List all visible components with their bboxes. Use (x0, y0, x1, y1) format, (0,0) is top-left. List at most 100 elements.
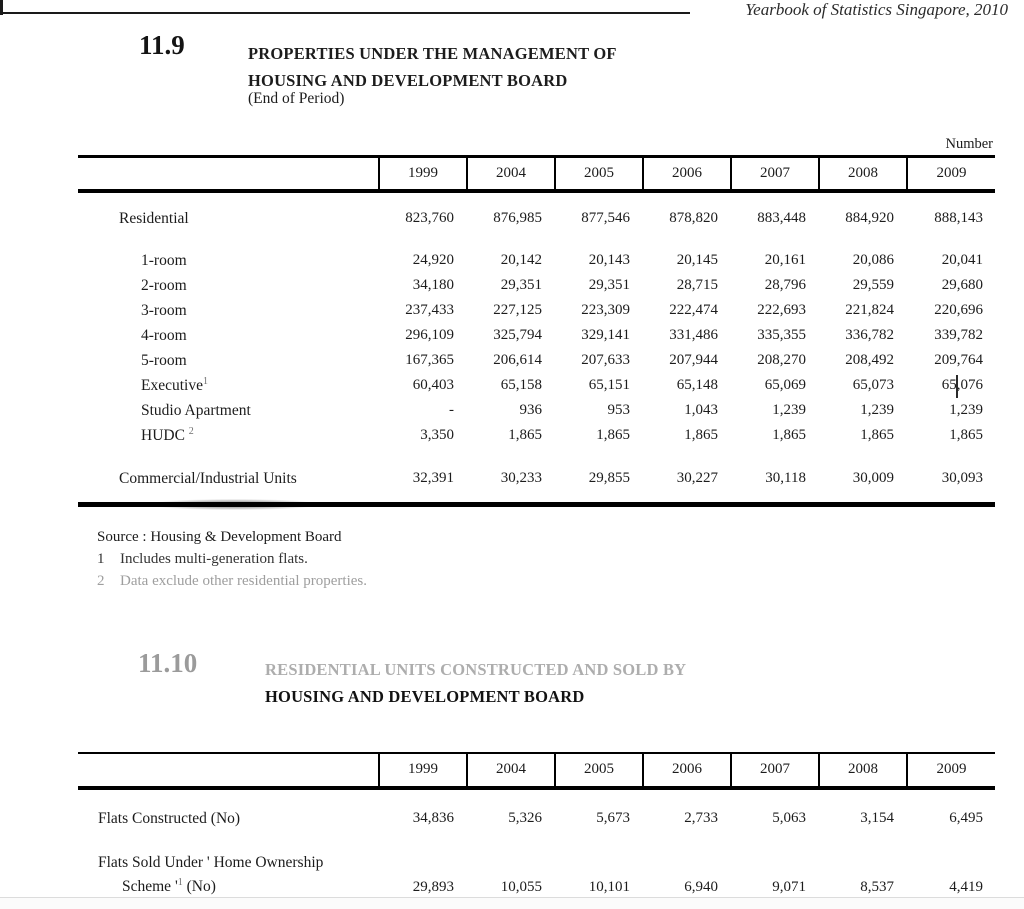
value-cell: 8,537 (860, 879, 894, 895)
value-cell: 60,403 (412, 377, 454, 393)
table-row: Flats Constructed (No) 34,836 5,326 5,673 2,… (78, 806, 995, 831)
value-cell: 34,180 (412, 277, 454, 293)
value-cell: 207,633 (581, 352, 630, 368)
table-body: Flats Constructed (No) 34,836 5,326 5,673 2,… (78, 806, 995, 899)
value-cell: 2,733 (684, 810, 718, 826)
value-cell: 1,865 (772, 427, 806, 443)
value-cell: 823,760 (405, 210, 454, 226)
value-cell: 30,093 (941, 470, 983, 486)
value-cell: 20,143 (588, 252, 630, 268)
section-11-9-number: 11.9 (139, 30, 185, 60)
value-cell: 10,101 (588, 879, 630, 895)
row-label: Commercial/Industrial Units (119, 470, 297, 487)
footnote-2-marker: 2 (97, 573, 105, 589)
text-caret (956, 375, 958, 398)
value-cell: 30,227 (676, 470, 718, 486)
value-cell: 65,151 (588, 377, 630, 393)
row-label: 5-room (141, 352, 187, 369)
header-rule (0, 12, 690, 14)
value-cell: 65,148 (676, 377, 718, 393)
value-cell: 29,351 (588, 277, 630, 293)
section-11-9-title-line2: HOUSING AND DEVELOPMENT BOARD (248, 71, 568, 90)
value-cell: 5,063 (772, 810, 806, 826)
year-header-cell: 2009 (906, 158, 995, 189)
value-cell: 4,419 (949, 879, 983, 895)
value-cell: 6,940 (684, 879, 718, 895)
table-row: Residential 823,760 876,985 877,546 878,820 8… (78, 206, 995, 231)
footnote-1-marker: 1 (97, 551, 105, 567)
value-cell: 207,944 (669, 352, 718, 368)
value-cell: 30,009 (852, 470, 894, 486)
value-cell: 227,125 (493, 302, 542, 318)
source-note: Source : Housing & Development Board (97, 529, 342, 545)
value-cell: 3,350 (420, 427, 454, 443)
value-cell: 221,824 (845, 302, 894, 318)
value-cell: - (449, 402, 454, 418)
value-cell: 888,143 (934, 210, 983, 226)
value-cell: 29,680 (941, 277, 983, 293)
value-cell: 1,239 (860, 402, 894, 418)
value-cell: 222,474 (669, 302, 718, 318)
footnote-marker: 1 (202, 375, 208, 387)
year-header-cell: 2007 (730, 754, 818, 786)
table-row: 2-room 34,180 29,351 29,351 28,715 28,796 29,5… (78, 273, 995, 298)
value-cell: 331,486 (669, 327, 718, 343)
row-label: 3-room (141, 302, 187, 319)
value-cell: 20,086 (852, 252, 894, 268)
value-cell: 65,158 (500, 377, 542, 393)
value-cell: 5,673 (596, 810, 630, 826)
table-header-row: 1999 2004 2005 2006 2007 2008 2009 (78, 752, 995, 790)
year-header-cell: 2004 (466, 158, 554, 189)
value-cell: 883,448 (757, 210, 806, 226)
row-label: 2-room (141, 277, 187, 294)
value-cell: 29,893 (412, 879, 454, 895)
properties-table: Number 1999 2004 2005 2006 2007 2008 2009 Resi… (78, 136, 995, 507)
value-cell: 237,433 (405, 302, 454, 318)
value-cell: 220,696 (934, 302, 983, 318)
table-header-row: 1999 2004 2005 2006 2007 2008 2009 (78, 155, 995, 193)
section-11-9-title-line1: PROPERTIES UNDER THE MANAGEMENT OF (248, 44, 617, 63)
value-cell: 223,309 (581, 302, 630, 318)
section-11-10-number: 11.10 (138, 648, 198, 678)
section-11-10-title-line1: RESIDENTIAL UNITS CONSTRUCTED AND SOLD B… (265, 660, 687, 679)
value-cell: 336,782 (845, 327, 894, 343)
value-cell: 29,559 (852, 277, 894, 293)
year-header-cell: 2007 (730, 158, 818, 189)
value-cell: 1,865 (596, 427, 630, 443)
value-cell: 20,161 (764, 252, 806, 268)
row-label: Flats Constructed (No) (98, 810, 241, 827)
value-cell: 65,073 (852, 377, 894, 393)
value-cell: 32,391 (412, 470, 454, 486)
year-header-cell: 2006 (642, 158, 730, 189)
value-cell: 29,855 (588, 470, 630, 486)
value-cell: 167,365 (405, 352, 454, 368)
row-label: Residential (119, 210, 189, 227)
value-cell: 878,820 (669, 210, 718, 226)
value-cell: 339,782 (934, 327, 983, 343)
value-cell: 1,865 (684, 427, 718, 443)
value-cell: 30,118 (765, 470, 806, 486)
row-label: Studio Apartment (141, 402, 251, 419)
section-11-10-title-line2: HOUSING AND DEVELOPMENT BOARD (265, 687, 585, 706)
table-row: Studio Apartment - 936 953 1,043 1,239 1,239 1,… (78, 398, 995, 423)
year-header-cell: 2005 (554, 158, 642, 189)
value-cell: 30,233 (500, 470, 542, 486)
value-cell: 329,141 (581, 327, 630, 343)
value-cell: 936 (519, 402, 543, 418)
value-cell: 34,836 (412, 810, 454, 826)
value-cell: 28,715 (676, 277, 718, 293)
value-cell: 877,546 (581, 210, 630, 226)
table-row: Commercial/Industrial Units 32,391 30,233 2… (78, 466, 995, 491)
value-cell: 335,355 (757, 327, 806, 343)
footnote-1-text: Includes multi-generation flats. (120, 551, 308, 567)
row-label: HUDC 2 (141, 425, 194, 444)
value-cell: 3,154 (860, 810, 894, 826)
table-row: 1-room 24,920 20,142 20,143 20,145 20,161 20,0… (78, 248, 995, 273)
footnote-2: 2 Data exclude other residential propert… (97, 573, 367, 590)
year-header-cell: 2008 (818, 754, 906, 786)
value-cell: 20,041 (941, 252, 983, 268)
value-cell: 222,693 (757, 302, 806, 318)
page-header-title: Yearbook of Statistics Singapore, 2010 (745, 0, 1008, 19)
unit-label: Number (945, 136, 993, 152)
table-row: 5-room 167,365 206,614 207,633 207,944 208,27… (78, 348, 995, 373)
